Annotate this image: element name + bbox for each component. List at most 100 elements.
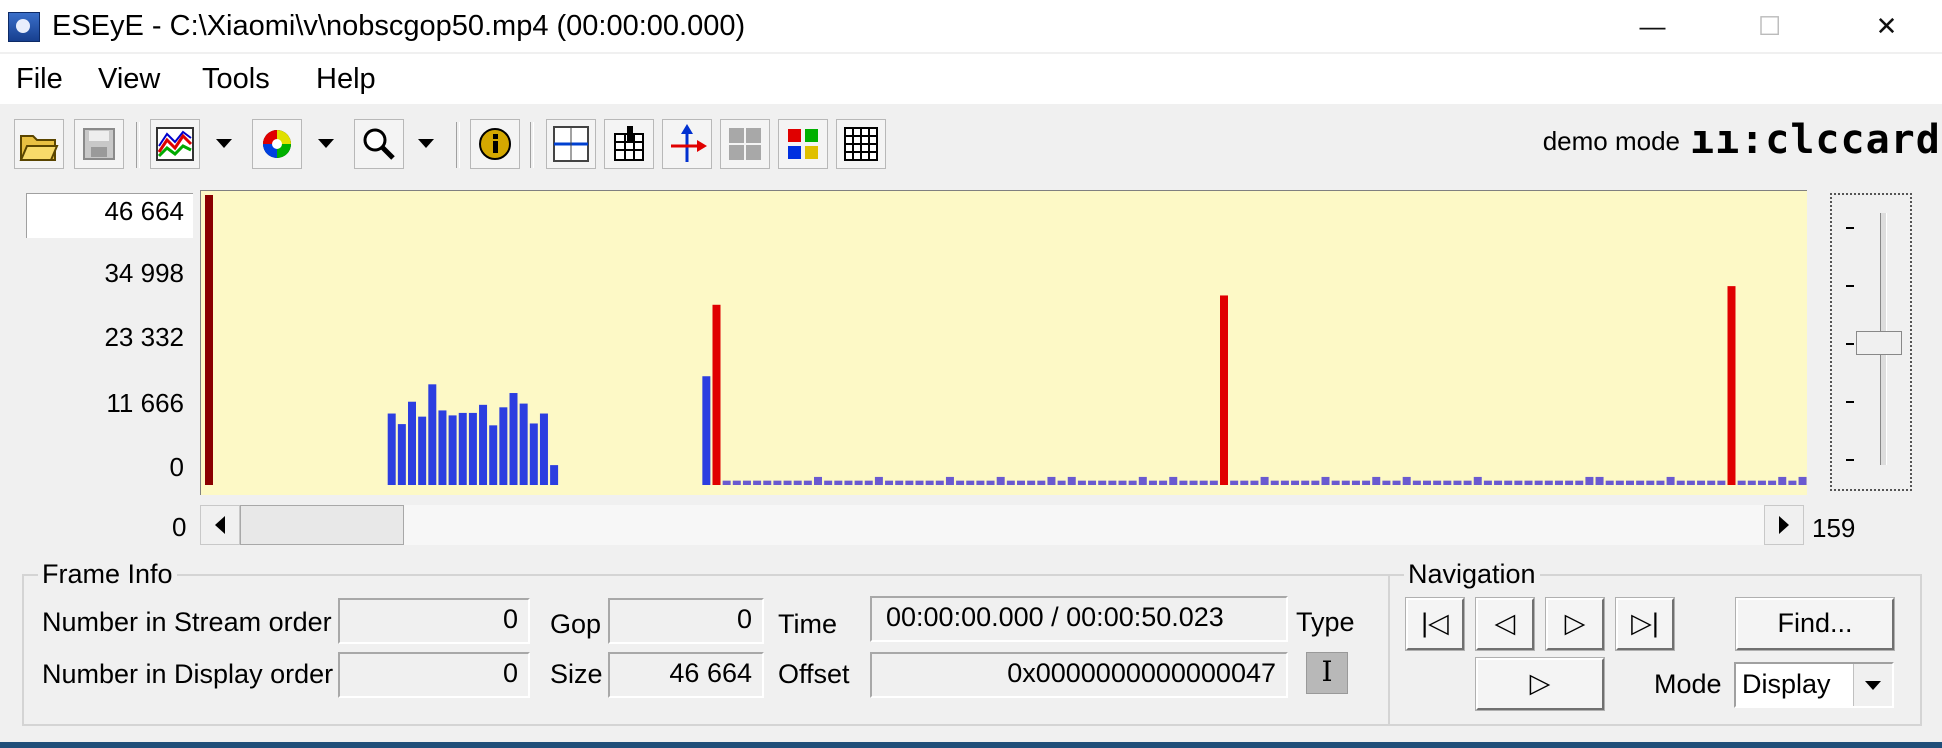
color-wheel-icon[interactable] — [252, 119, 302, 169]
vertical-scale-slider[interactable] — [1830, 193, 1912, 491]
display-order-label: Number in Display order — [42, 659, 334, 689]
b-frame-bar — [1676, 480, 1685, 485]
scroll-max-label: 159 — [1812, 513, 1856, 543]
y-tick-label: 34 998 — [104, 258, 184, 288]
b-frame-bar — [793, 480, 802, 485]
b-frame-bar — [874, 476, 883, 485]
b-frame-bar — [1554, 480, 1563, 485]
last-frame-button[interactable]: ▷| — [1615, 597, 1675, 651]
display-order-field: 0 — [338, 652, 530, 698]
b-frame-bar — [1707, 480, 1716, 485]
b-frame-bar — [1372, 476, 1381, 485]
close-button[interactable]: ✕ — [1875, 11, 1898, 41]
chevron-down-icon[interactable] — [1853, 664, 1892, 706]
b-frame-bar — [1260, 476, 1269, 485]
frame-info-title: Frame Info — [38, 558, 177, 590]
graph-dropdown-icon[interactable] — [208, 119, 240, 169]
time-label: Time — [778, 609, 837, 639]
app-icon — [8, 12, 40, 42]
y-tick-label: 23 332 — [104, 322, 184, 352]
graph-icon[interactable] — [150, 119, 200, 169]
b-frame-bar — [1402, 476, 1411, 485]
frame-scrollbar[interactable] — [200, 505, 1804, 545]
title-bar: ESEyE - C:\Xiaomi\v\nobscgop50.mp4 (00:0… — [0, 0, 1942, 52]
scroll-thumb[interactable] — [240, 505, 404, 545]
b-frame-bar — [1757, 480, 1766, 485]
b-frame-bar — [945, 476, 954, 485]
frame-info-group: Frame Info Number in Stream order 0 Numb… — [22, 558, 1390, 726]
demo-mode-label: demo mode — [1542, 126, 1680, 156]
b-frame-bar — [1483, 480, 1492, 485]
menu-file[interactable]: File — [16, 63, 63, 95]
prev-frame-button[interactable]: ◁ — [1475, 597, 1535, 651]
next-frame-button[interactable]: ▷ — [1545, 597, 1605, 651]
color-dropdown-icon[interactable] — [310, 119, 342, 169]
slider-thumb[interactable] — [1856, 331, 1902, 355]
b-frame-bar — [1788, 480, 1797, 485]
b-frame-bar — [1148, 480, 1157, 485]
b-frame-bar — [905, 480, 914, 485]
menu-tools[interactable]: Tools — [202, 63, 270, 95]
b-frame-bar — [1626, 480, 1634, 485]
p-frame-bar — [550, 465, 559, 485]
scroll-right-arrow-icon[interactable] — [1764, 505, 1804, 545]
b-frame-bar — [844, 480, 853, 485]
minimize-button[interactable]: — — [1639, 11, 1666, 41]
p-frame-bar — [702, 376, 711, 485]
b-frame-bar — [1027, 480, 1036, 485]
color-blocks-icon[interactable] — [778, 119, 828, 169]
p-frame-bar — [539, 413, 548, 485]
b-frame-bar — [1473, 476, 1482, 485]
slider-tick — [1846, 285, 1854, 287]
b-frame-bar — [986, 480, 995, 485]
b-frame-bar — [1301, 480, 1310, 485]
b-frame-bar — [1382, 480, 1391, 485]
elecard-logo: ıı:clccard — [1690, 117, 1941, 163]
grid-table-icon[interactable] — [836, 119, 886, 169]
frame-size-chart[interactable] — [200, 190, 1807, 495]
window-title: ESEyE - C:\Xiaomi\v\nobscgop50.mp4 (00:0… — [52, 10, 746, 42]
first-frame-button[interactable]: |◁ — [1405, 597, 1465, 651]
gray-blocks-icon[interactable] — [720, 119, 770, 169]
mode-value: Display — [1742, 669, 1831, 699]
axis-arrows-icon[interactable] — [662, 119, 712, 169]
play-button[interactable]: ▷ — [1475, 657, 1605, 711]
b-frame-bar — [1747, 480, 1756, 485]
b-frame-bar — [1088, 480, 1097, 485]
b-frame-bar — [895, 480, 904, 485]
maximize-button[interactable]: ☐ — [1757, 11, 1782, 41]
b-frame-bar — [1768, 480, 1777, 485]
b-frame-bar — [1230, 480, 1239, 485]
offset-label: Offset — [778, 659, 850, 689]
b-frame-bar — [1534, 480, 1543, 485]
menu-help[interactable]: Help — [316, 63, 376, 95]
open-folder-icon[interactable] — [14, 119, 64, 169]
b-frame-bar — [1128, 480, 1137, 485]
b-frame-bar — [1017, 480, 1025, 485]
b-frame-bar — [1494, 480, 1503, 485]
b-frame-bar — [1686, 480, 1695, 485]
b-frame-bar — [1798, 476, 1807, 485]
b-frame-bar — [803, 480, 812, 485]
b-frame-bar — [1362, 480, 1371, 485]
b-frame-bar — [976, 480, 985, 485]
save-disk-icon[interactable] — [74, 119, 124, 169]
scroll-left-arrow-icon[interactable] — [200, 505, 240, 545]
b-frame-bar — [1291, 480, 1300, 485]
info-icon[interactable] — [470, 119, 520, 169]
b-frame-bar — [1179, 480, 1188, 485]
menu-view[interactable]: View — [98, 63, 161, 95]
zoom-magnifier-icon[interactable] — [354, 119, 404, 169]
find-button[interactable]: Find... — [1735, 597, 1895, 651]
b-frame-bar — [1595, 476, 1604, 485]
b-frame-bar — [783, 480, 792, 485]
p-frame-bar — [479, 404, 488, 485]
slider-tick — [1846, 343, 1854, 345]
grid-lines-icon[interactable] — [546, 119, 596, 169]
b-frame-bar — [824, 480, 833, 485]
b-frame-bar — [1646, 480, 1655, 485]
bar-table-icon[interactable] — [604, 119, 654, 169]
zoom-dropdown-icon[interactable] — [410, 119, 442, 169]
b-frame-bar — [1270, 480, 1279, 485]
mode-select[interactable]: Display — [1734, 662, 1894, 708]
